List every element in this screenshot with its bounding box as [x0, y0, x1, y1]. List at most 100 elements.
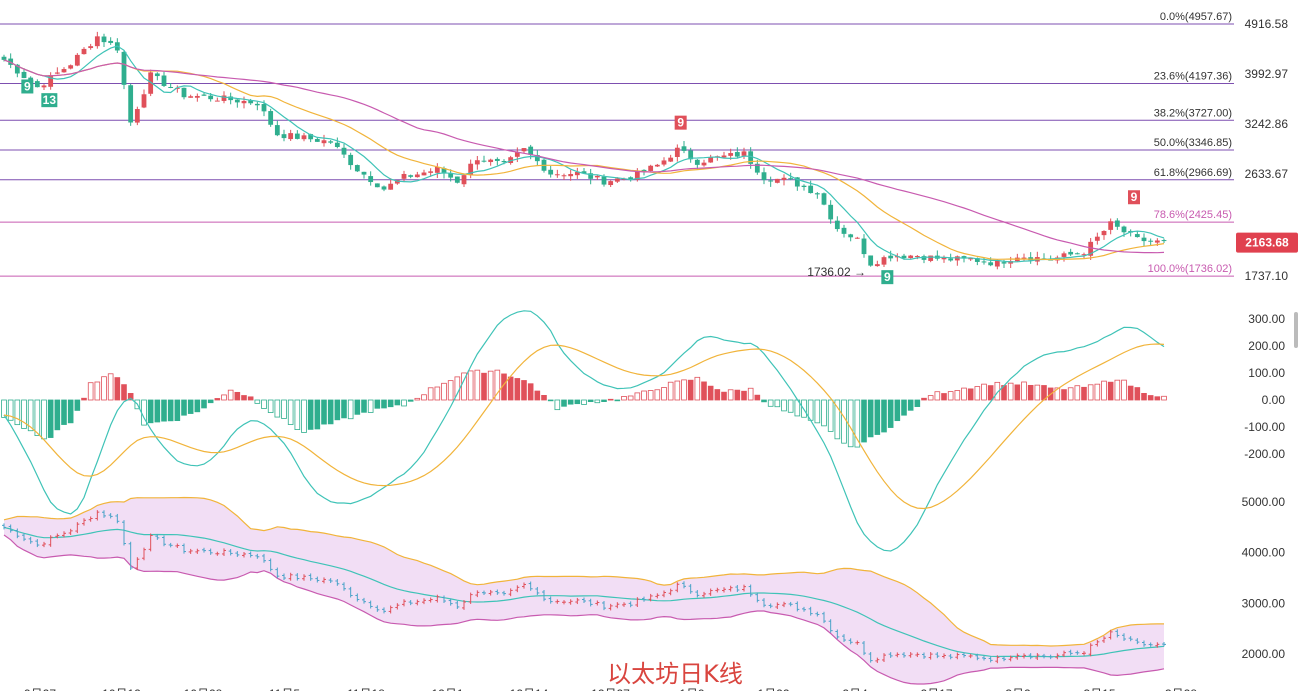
- candle-body: [854, 237, 860, 239]
- macd-bar: [447, 380, 454, 401]
- macd-bar: [734, 389, 741, 401]
- fib-label: 38.2%(3727.00): [1154, 107, 1232, 119]
- macd-bar: [201, 399, 207, 409]
- macd-bar: [167, 399, 174, 422]
- candle-body: [1134, 234, 1140, 238]
- macd-bar: [261, 399, 267, 409]
- macd-bar: [74, 399, 81, 411]
- candle-body: [754, 163, 760, 173]
- candle-body: [828, 204, 834, 220]
- candle-body: [921, 256, 927, 260]
- macd-bar: [254, 399, 261, 404]
- bollinger-band: [4, 497, 1164, 684]
- candle-body: [1074, 253, 1080, 255]
- macd-bar: [41, 399, 47, 440]
- macd-bar: [934, 391, 941, 401]
- candle-body: [108, 40, 114, 43]
- td-marker: [21, 79, 34, 94]
- candle-body: [394, 180, 400, 184]
- macd-bar: [714, 389, 721, 401]
- macd-bar: [567, 399, 574, 405]
- macd-bar: [867, 399, 874, 438]
- candle-body: [901, 255, 907, 259]
- macd-bar: [81, 397, 87, 401]
- boll-tick-label: 2000.00: [1242, 647, 1286, 661]
- macd-bar: [881, 399, 887, 433]
- candle-body: [288, 133, 294, 140]
- macd-bar: [494, 369, 501, 401]
- candle-body: [1061, 253, 1067, 257]
- macd-bar: [507, 376, 514, 401]
- candle-body: [834, 220, 840, 230]
- candle-body: [254, 103, 260, 106]
- macd-bar: [227, 389, 234, 401]
- macd-bar: [281, 399, 287, 419]
- macd-bar: [901, 399, 907, 416]
- candle-body: [608, 181, 614, 186]
- candle-body: [194, 95, 200, 98]
- boll-tick-label: 5000.00: [1242, 495, 1286, 509]
- candle-body: [674, 147, 680, 157]
- candle-body: [181, 87, 187, 98]
- candle-body: [228, 96, 234, 101]
- macd-bar: [687, 379, 694, 401]
- macd-bar: [127, 393, 134, 401]
- candle-body: [994, 260, 1000, 267]
- macd-bar: [981, 383, 987, 401]
- macd-bar: [661, 387, 667, 401]
- candle-body: [594, 175, 600, 178]
- candle-body: [961, 256, 967, 258]
- candle-body: [861, 238, 867, 255]
- candle-body: [54, 72, 60, 74]
- macd-bar: [594, 399, 601, 404]
- candle-body: [848, 234, 854, 238]
- candle-body: [914, 256, 920, 258]
- macd-bar: [314, 399, 321, 430]
- candle-body: [841, 227, 847, 234]
- macd-bar: [181, 399, 187, 416]
- macd-bar: [294, 399, 301, 430]
- macd-bar: [1134, 387, 1141, 401]
- macd-bar: [7, 399, 14, 421]
- candle-body: [948, 258, 954, 261]
- candle-body: [888, 255, 894, 259]
- macd-bar: [647, 390, 654, 401]
- candle-body: [248, 100, 254, 104]
- macd-bar: [327, 399, 334, 425]
- macd-bar: [381, 399, 387, 409]
- y-tick-label: 2633.67: [1245, 167, 1289, 181]
- macd-bar: [787, 399, 794, 413]
- candle-body: [401, 173, 407, 179]
- macd-bar: [1141, 392, 1147, 401]
- macd-bar: [754, 394, 761, 401]
- candle-body: [614, 178, 620, 182]
- macd-bar: [194, 399, 201, 413]
- macd-bar: [774, 399, 781, 408]
- candle-body: [101, 36, 107, 43]
- current-price-tag: [1236, 232, 1298, 253]
- candle-body: [908, 255, 914, 259]
- macd-bar: [1094, 383, 1101, 401]
- boll-tick-label: 3000.00: [1242, 596, 1286, 610]
- x-tick-label: 2月17: [920, 687, 952, 691]
- candle-body: [821, 193, 827, 205]
- macd-bar: [667, 381, 674, 401]
- macd-bar: [47, 399, 54, 438]
- candle-body: [628, 177, 634, 181]
- macd-tick-label: 300.00: [1248, 312, 1285, 326]
- candle-body: [321, 140, 327, 144]
- macd-bar: [1054, 387, 1061, 401]
- macd-bar: [147, 399, 154, 424]
- candle-body: [708, 157, 714, 163]
- x-tick-label: 3月28: [1165, 687, 1197, 691]
- macd-bar: [641, 390, 647, 401]
- candle-body: [874, 264, 880, 267]
- macd-bar: [367, 399, 374, 413]
- candle-body: [41, 85, 47, 88]
- candle-body: [774, 178, 780, 183]
- bollinger-upper-line: [3, 496, 1164, 647]
- macd-bar: [67, 399, 74, 424]
- macd-bar: [627, 395, 634, 401]
- macd-bar: [727, 389, 734, 401]
- candle-body: [388, 183, 394, 190]
